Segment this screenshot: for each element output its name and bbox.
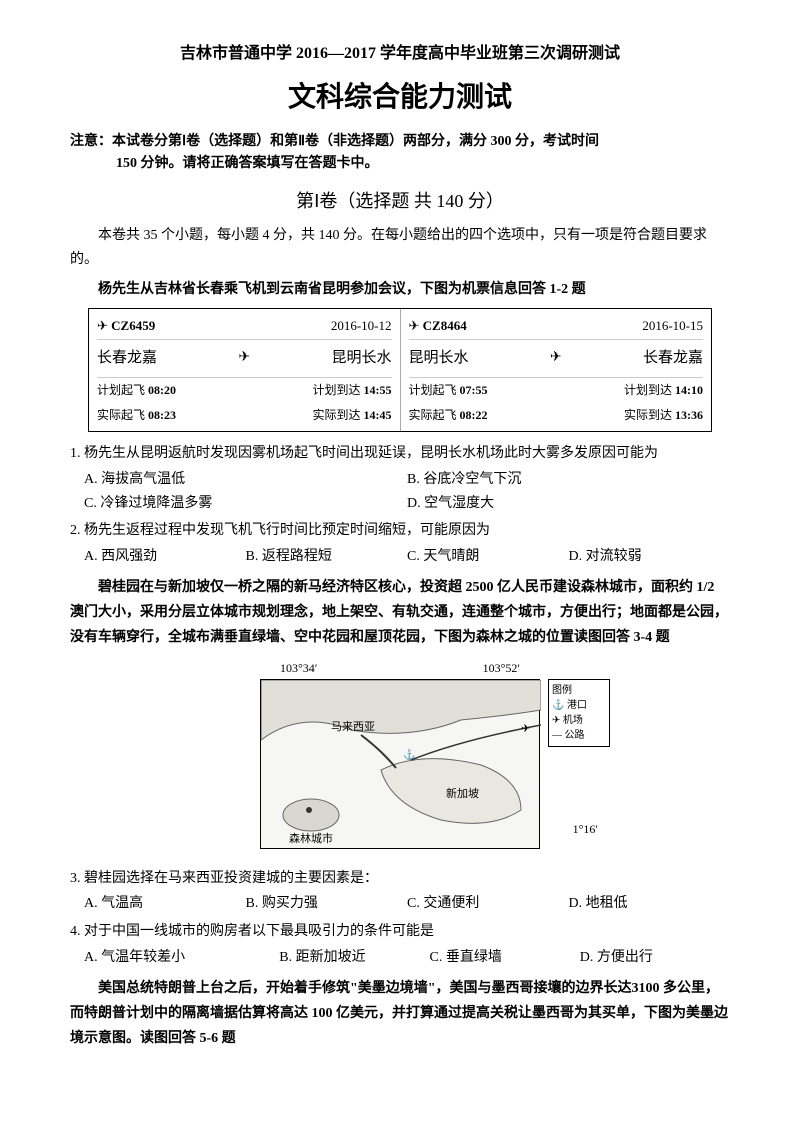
q4-opt-d: D. 方便出行 [580,946,730,970]
section-intro: 本卷共 35 个小题，每小题 4 分，共 140 分。在每小题给出的四个选项中，… [70,224,730,272]
legend-title: 图例 [552,683,606,698]
question-2: 2. 杨先生返程过程中发现飞机飞行时间比预定时间缩短，可能原因为 [70,519,730,543]
map-malaysia-label: 马来西亚 [331,718,375,737]
act-arr-time: 14:45 [364,408,392,422]
airport-icon: ✈ [521,723,530,735]
plan-dep-label: 计划起飞 [97,383,145,397]
q1-opt-a: A. 海拔高气温低 [84,468,407,492]
plan-arr-time-r: 14:10 [675,383,703,397]
q4-opt-b: B. 距新加坡近 [279,946,429,970]
flight-left-date: 2016-10-12 [331,315,392,337]
q2-opt-d: D. 对流较弱 [569,545,731,569]
section-1-title: 第Ⅰ卷（选择题 共 140 分） [70,186,730,217]
map-figure: 103°34′ 103°52′ ✈ ⚓ 马来西亚 新加坡 森林城市 1°29′ … [70,658,730,858]
q3-opt-d: D. 地租低 [569,892,731,916]
flight-ticket-table: ✈ CZ6459 2016-10-12 长春龙嘉 ✈ 昆明长水 计划起飞 08:… [88,308,712,432]
flight-right-date: 2016-10-15 [642,315,703,337]
notice-line2: 150 分钟。请将正确答案填写在答题卡中。 [70,153,730,175]
question-4-options: A. 气温年较差小 B. 距新加坡近 C. 垂直绿墙 D. 方便出行 [84,946,730,970]
question-3: 3. 碧桂园选择在马来西亚投资建城的主要因素是： [70,867,730,891]
question-4: 4. 对于中国一线城市的购房者以下最具吸引力的条件可能是 [70,920,730,944]
map-forest-label: 森林城市 [289,830,333,849]
plan-arr-time: 14:55 [364,383,392,397]
ticket-right: ✈ CZ8464 2016-10-15 昆明长水 ✈ 长春龙嘉 计划起飞 07:… [400,309,712,431]
flight-right-to: 长春龙嘉 [643,346,703,372]
plan-arr-label: 计划到达 [312,383,360,397]
q2-opt-a: A. 西风强劲 [84,545,246,569]
act-arr-label-r: 实际到达 [624,408,672,422]
question-1: 1. 杨先生从昆明返航时发现因雾机场起飞时间出现延误，昆明长水机场此时大雾多发原… [70,442,730,466]
context-q5-6: 美国总统特朗普上台之后，开始着手修筑"美墨边境墙"，美国与墨西哥接壤的边界长达3… [70,976,730,1052]
plan-dep-label-r: 计划起飞 [409,383,457,397]
q2-opt-c: C. 天气晴朗 [407,545,569,569]
notice-line1: 注意：本试卷分第Ⅰ卷（选择题）和第Ⅱ卷（非选择题）两部分，满分 300 分，考试… [70,134,599,149]
act-arr-time-r: 13:36 [675,408,703,422]
flight-left-no: CZ6459 [111,318,155,333]
map-svg: ✈ ⚓ [261,680,541,850]
act-dep-label-r: 实际起飞 [409,408,457,422]
port-icon: ⚓ [403,748,415,761]
plan-dep-time-r: 07:55 [460,383,488,397]
q2-opt-b: B. 返程路程短 [246,545,408,569]
ticket-left: ✈ CZ6459 2016-10-12 长春龙嘉 ✈ 昆明长水 计划起飞 08:… [89,309,400,431]
map-lat2: 1°16′ [573,819,598,839]
exam-notice: 注意：本试卷分第Ⅰ卷（选择题）和第Ⅱ卷（非选择题）两部分，满分 300 分，考试… [70,131,730,176]
plane-icon: ✈ [238,346,250,370]
exam-main-title: 文科综合能力测试 [70,73,730,121]
map-lon2: 103°52′ [483,658,520,678]
flight-left-from: 长春龙嘉 [97,346,157,372]
q3-opt-b: B. 购买力强 [246,892,408,916]
act-dep-time-r: 08:22 [460,408,488,422]
q3-opt-c: C. 交通便利 [407,892,569,916]
legend-airport: ✈ 机场 [552,713,606,728]
question-2-options: A. 西风强劲 B. 返程路程短 C. 天气晴朗 D. 对流较弱 [84,545,730,569]
q1-opt-c: C. 冷锋过境降温多雾 [84,492,407,516]
question-3-options: A. 气温高 B. 购买力强 C. 交通便利 D. 地租低 [84,892,730,916]
flight-right-no: CZ8464 [423,318,467,333]
context-q3-4: 碧桂园在与新加坡仅一桥之隔的新马经济特区核心，投资超 2500 亿人民币建设森林… [70,575,730,651]
map-singapore-label: 新加坡 [446,785,479,804]
plan-dep-time: 08:20 [148,383,176,397]
act-dep-time: 08:23 [148,408,176,422]
plane-icon: ✈ [550,346,562,370]
flight-number-icon: ✈ CZ6459 [97,315,155,337]
flight-right-from: 昆明长水 [409,346,469,372]
flight-number-icon: ✈ CZ8464 [409,315,467,337]
flight-left-to: 昆明长水 [331,346,391,372]
act-dep-label: 实际起飞 [97,408,145,422]
question-1-options: A. 海拔高气温低 B. 谷底冷空气下沉 C. 冷锋过境降温多雾 D. 空气湿度… [84,468,730,516]
map-legend: 图例 ⚓ 港口 ✈ 机场 — 公路 [548,679,610,747]
legend-road: — 公路 [552,728,606,743]
q4-opt-a: A. 气温年较差小 [84,946,279,970]
act-arr-label: 实际到达 [312,408,360,422]
context-q1-2: 杨先生从吉林省长春乘飞机到云南省昆明参加会议，下图为机票信息回答 1-2 题 [70,278,730,302]
map-lon1: 103°34′ [280,658,317,678]
q1-opt-d: D. 空气湿度大 [407,492,730,516]
legend-port: ⚓ 港口 [552,698,606,713]
plan-arr-label-r: 计划到达 [624,383,672,397]
q3-opt-a: A. 气温高 [84,892,246,916]
exam-school-title: 吉林市普通中学 2016—2017 学年度高中毕业班第三次调研测试 [70,40,730,67]
map-box: ✈ ⚓ 马来西亚 新加坡 森林城市 [260,679,540,849]
q4-opt-c: C. 垂直绿墙 [430,946,580,970]
q1-opt-b: B. 谷底冷空气下沉 [407,468,730,492]
